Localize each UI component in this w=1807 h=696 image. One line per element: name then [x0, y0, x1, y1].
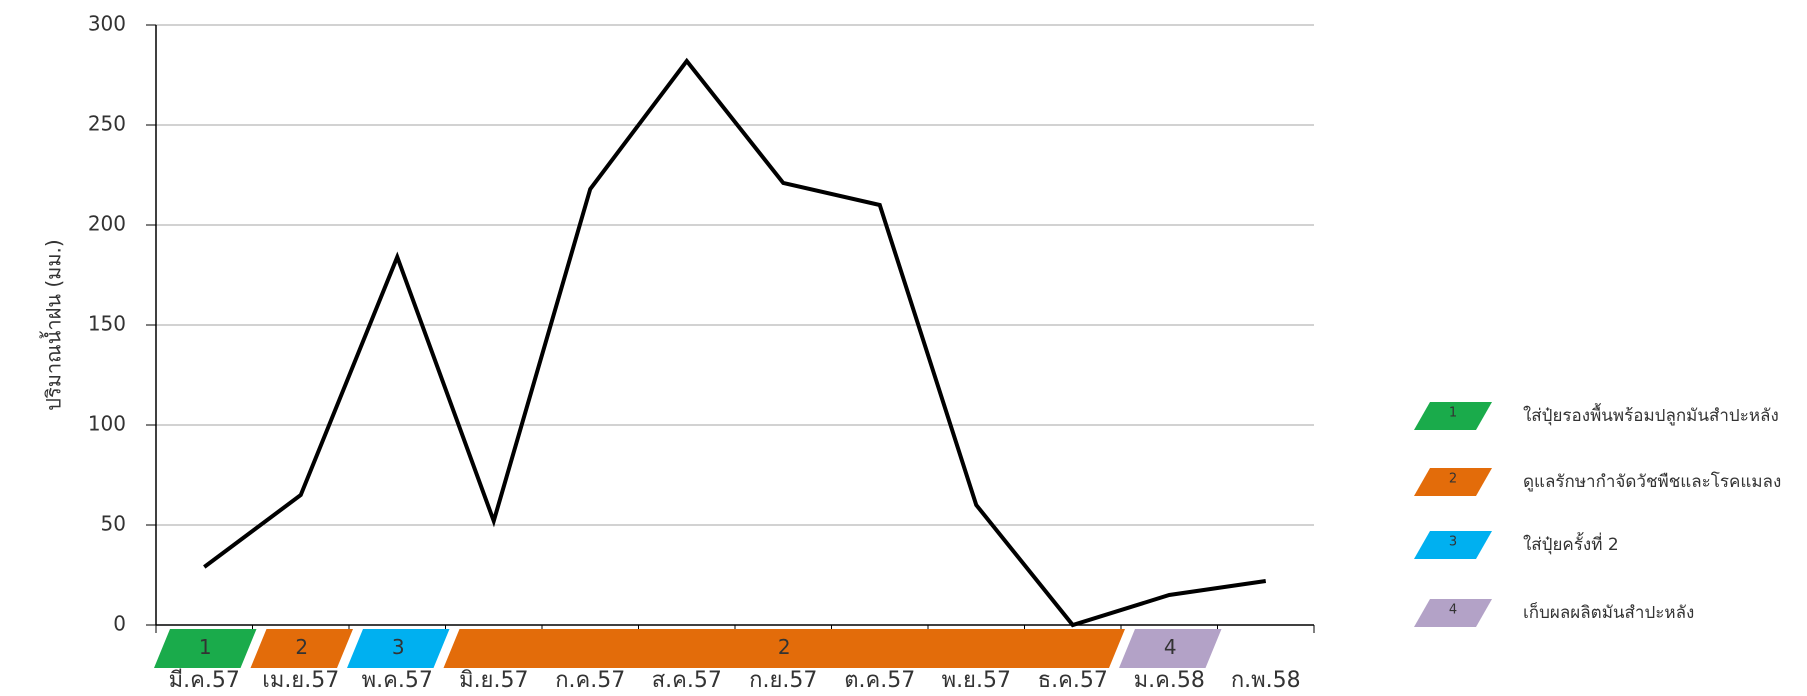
legend-swatch: [1414, 599, 1492, 627]
x-tick-label: ธ.ค.57: [1038, 668, 1108, 693]
phase-bar: [250, 629, 353, 668]
legend-text: ดูแลรักษากำจัดวัชพืชและโรคแมลง: [1523, 471, 1781, 492]
phase-bar: [154, 629, 257, 668]
x-tick-label: เม.ย.57: [262, 668, 339, 693]
x-tick-label: ต.ค.57: [844, 668, 915, 693]
phase-label: 2: [295, 635, 308, 659]
x-tick-label: ส.ค.57: [652, 668, 722, 693]
legend-number: 3: [1449, 535, 1457, 550]
x-tick-label: ก.ย.57: [749, 668, 817, 693]
x-tick-label: ก.พ.58: [1231, 668, 1301, 693]
y-tick-label: 250: [88, 112, 126, 136]
legend-swatch: [1414, 402, 1492, 430]
legend-number: 2: [1449, 472, 1457, 487]
y-tick-label: 100: [88, 412, 126, 436]
legend-number: 1: [1449, 406, 1457, 421]
x-tick-label: พ.ค.57: [362, 668, 433, 693]
legend-swatch: [1414, 468, 1492, 496]
legend-number: 4: [1449, 603, 1457, 618]
phase-label: 2: [778, 635, 791, 659]
x-tick-label: พ.ย.57: [942, 668, 1011, 693]
phase-label: 3: [392, 635, 405, 659]
legend-text: ใส่ปุ๋ยครั้งที่ 2: [1523, 532, 1619, 555]
legend-text: เก็บผลผลิตมันสำปะหลัง: [1523, 601, 1694, 623]
legend-text: ใส่ปุ๋ยรองพื้นพร้อมปลูกมันสำปะหลัง: [1523, 403, 1779, 426]
x-tick-label: มี.ค.57: [169, 668, 240, 693]
line: [203, 57, 1267, 628]
y-tick-label: 200: [88, 212, 126, 236]
phase-bar: [443, 629, 1125, 668]
x-tick-label: ม.ค.58: [1134, 668, 1205, 693]
y-tick-label: 0: [113, 612, 126, 636]
y-axis-title: ปริมาณน้ำฝน (มม.): [40, 239, 66, 410]
x-tick-label: ก.ค.57: [555, 668, 625, 693]
legend-swatch: [1414, 531, 1492, 559]
y-tick-label: 50: [101, 512, 126, 536]
phase-bar: [1119, 629, 1222, 668]
x-tick-label: มิ.ย.57: [459, 668, 528, 693]
phase-label: 1: [199, 635, 212, 659]
y-tick-label: 300: [88, 12, 126, 36]
phase-bar: [347, 629, 450, 668]
phase-label: 4: [1164, 635, 1177, 659]
y-tick-label: 150: [88, 312, 126, 336]
